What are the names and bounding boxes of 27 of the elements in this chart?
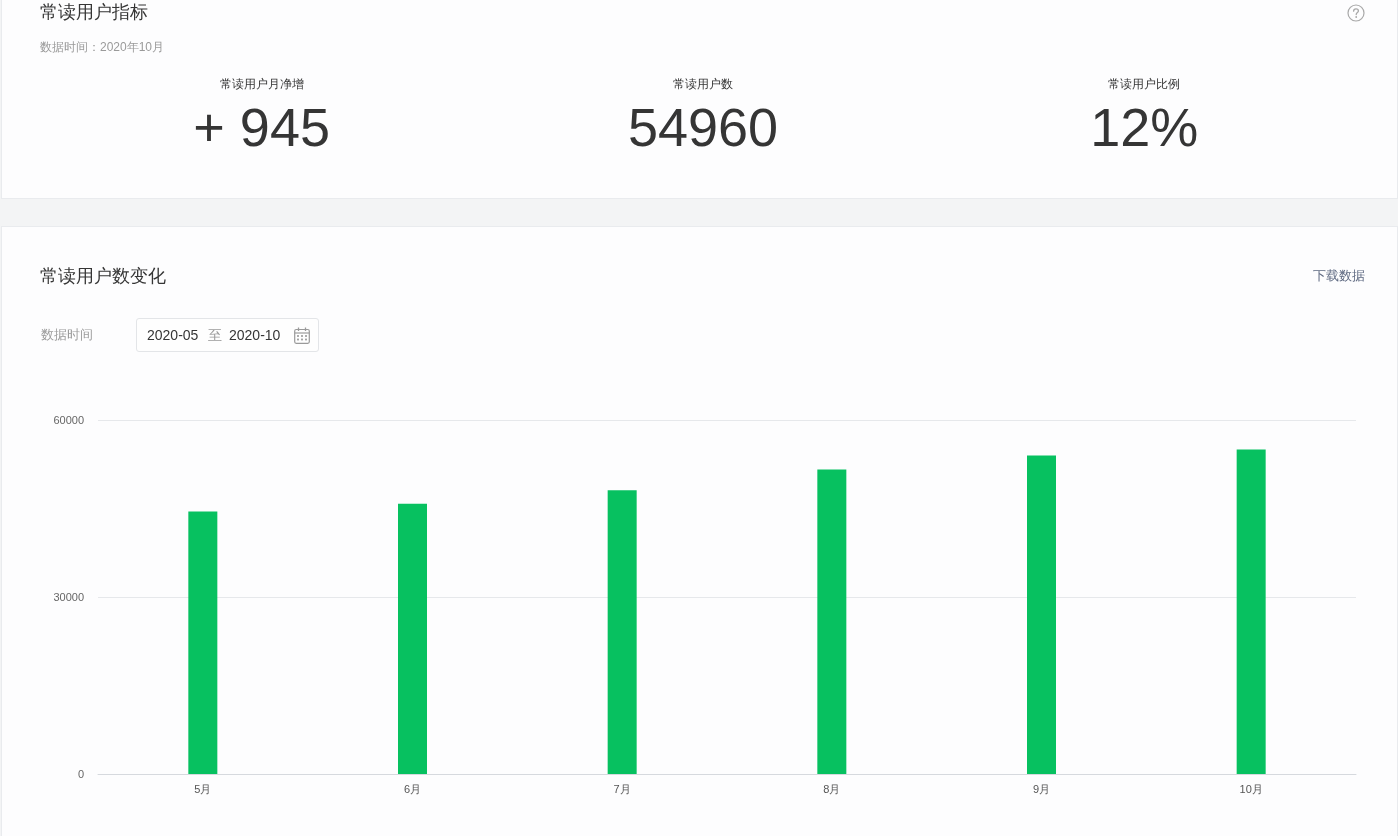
y-tick-label: 0 [77, 768, 84, 780]
x-tick-label: 6月 [403, 782, 422, 795]
text: 常读用户月净增 [218, 76, 305, 92]
chart-title: 常读用户数变化 [40, 265, 166, 288]
text: 数据时间：2020年10月 [40, 39, 165, 55]
bar [398, 503, 427, 774]
bar [1027, 455, 1056, 774]
text: + 945 [192, 96, 331, 159]
x-tick-label: 9月 [1032, 782, 1051, 795]
y-tick-label: 30000 [53, 591, 84, 603]
text: 常读用户数 [672, 76, 734, 92]
text: 54960 [626, 96, 780, 159]
date-range-field: 2020-05 至 2020-10 [136, 318, 319, 352]
y-tick-label: 60000 [53, 414, 84, 426]
x-tick-label: 7月 [613, 782, 631, 795]
text: 12% [1089, 96, 1200, 159]
text: 下载数据 [1313, 267, 1365, 285]
bar [1236, 449, 1266, 774]
bar [607, 490, 637, 774]
text: 数据时间 [41, 326, 93, 344]
x-tick-label: 8月 [823, 782, 841, 795]
text: 常读用户比例 [1107, 76, 1182, 92]
bar [188, 511, 218, 774]
x-tick-label: 5月 [194, 782, 212, 795]
bar [817, 469, 847, 774]
x-tick-label: 10月 [1239, 782, 1263, 795]
text: 常读用户指标 [40, 1, 148, 24]
